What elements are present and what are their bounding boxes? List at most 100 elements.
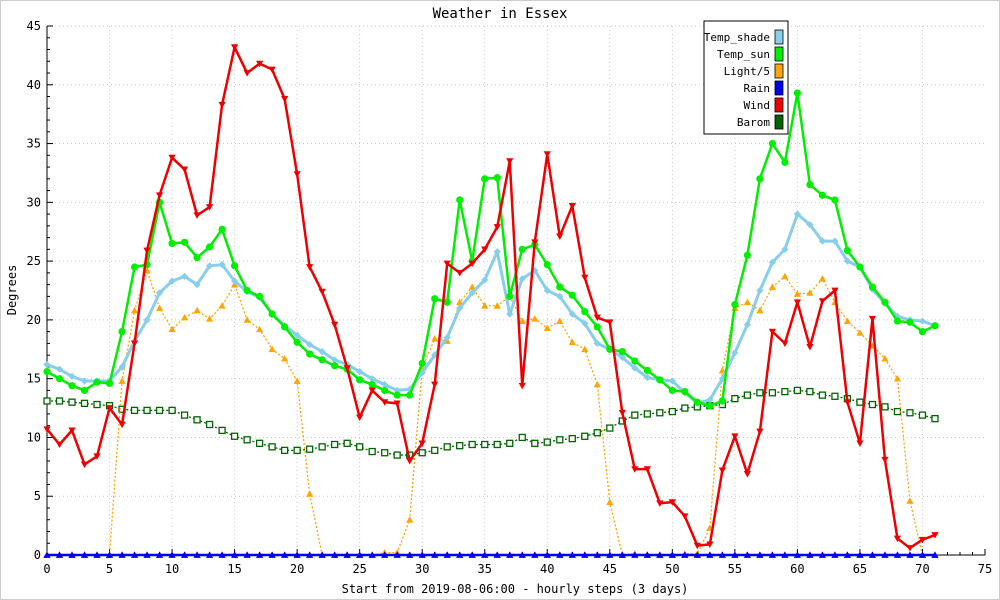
x-tick-label: 50 bbox=[665, 562, 679, 576]
data-point-temp-shade bbox=[581, 319, 589, 328]
data-point-wind bbox=[443, 260, 451, 268]
data-point-light-5 bbox=[256, 325, 264, 333]
data-point-temp-sun bbox=[218, 225, 226, 233]
data-point-temp-sun bbox=[105, 379, 114, 387]
data-point-temp-sun bbox=[118, 328, 126, 336]
data-point-barom bbox=[343, 439, 351, 447]
data-point-barom bbox=[531, 439, 539, 447]
data-point-rain bbox=[856, 551, 864, 558]
data-point-wind bbox=[393, 400, 401, 407]
data-point-temp-sun bbox=[293, 338, 301, 346]
data-point-temp-sun bbox=[243, 286, 251, 295]
data-point-rain bbox=[868, 551, 877, 558]
data-point-rain bbox=[55, 551, 64, 558]
data-point-temp-sun bbox=[443, 298, 451, 306]
data-point-barom bbox=[155, 406, 164, 415]
data-point-wind bbox=[568, 202, 576, 210]
data-point-wind bbox=[43, 426, 51, 433]
data-point-temp-shade bbox=[443, 333, 451, 342]
data-point-light-5 bbox=[180, 313, 189, 321]
data-point-rain bbox=[468, 551, 476, 558]
data-point-barom bbox=[906, 409, 914, 417]
data-point-rain bbox=[681, 551, 689, 558]
data-point-wind bbox=[130, 340, 139, 347]
data-point-wind bbox=[518, 382, 526, 390]
data-point-rain bbox=[93, 551, 101, 558]
data-point-temp-sun bbox=[906, 318, 914, 326]
data-point-temp-shade bbox=[756, 286, 764, 295]
data-point-light-5 bbox=[281, 355, 289, 362]
data-point-temp-sun bbox=[881, 298, 889, 306]
x-tick-label: 5 bbox=[106, 562, 113, 576]
data-point-temp-shade bbox=[406, 385, 414, 393]
data-point-temp-shade bbox=[456, 304, 464, 312]
data-point-barom bbox=[180, 411, 189, 419]
data-point-rain bbox=[281, 551, 289, 558]
data-point-rain bbox=[693, 551, 701, 558]
data-point-temp-sun bbox=[506, 292, 514, 300]
data-point-temp-shade bbox=[631, 364, 639, 372]
data-point-wind bbox=[80, 461, 89, 469]
data-point-temp-sun bbox=[843, 246, 852, 255]
data-point-wind bbox=[306, 264, 314, 271]
data-point-wind bbox=[268, 66, 276, 74]
data-point-temp-sun bbox=[631, 357, 639, 365]
data-point-wind bbox=[868, 315, 877, 323]
data-point-temp-shade bbox=[831, 237, 839, 245]
data-point-temp-sun bbox=[718, 397, 726, 405]
data-point-barom bbox=[668, 407, 676, 416]
data-point-temp-sun bbox=[193, 253, 201, 262]
data-point-temp-sun bbox=[393, 391, 401, 399]
data-point-barom bbox=[205, 420, 214, 429]
data-point-temp-shade bbox=[205, 262, 214, 270]
data-point-barom bbox=[893, 407, 902, 416]
data-point-wind bbox=[918, 536, 927, 544]
data-point-temp-sun bbox=[543, 261, 551, 269]
data-point-wind bbox=[231, 44, 239, 51]
data-point-wind bbox=[418, 440, 426, 447]
data-point-rain bbox=[155, 551, 164, 558]
legend-swatch-barom bbox=[774, 114, 784, 130]
y-axis-label: Degrees bbox=[5, 265, 19, 316]
data-point-barom bbox=[218, 426, 226, 435]
data-point-temp-sun bbox=[268, 310, 276, 318]
legend-swatch-temp-sun bbox=[774, 46, 784, 62]
data-point-temp-shade bbox=[768, 258, 776, 266]
data-point-rain bbox=[518, 551, 526, 558]
data-point-wind bbox=[431, 381, 439, 389]
data-point-temp-shade bbox=[481, 276, 489, 284]
y-tick-label: 25 bbox=[27, 254, 41, 268]
legend-label-temp-sun: Temp_sun bbox=[717, 48, 770, 61]
data-point-rain bbox=[343, 551, 351, 558]
data-point-barom bbox=[818, 391, 827, 399]
data-point-rain bbox=[706, 551, 714, 558]
data-point-temp-sun bbox=[306, 350, 314, 358]
data-point-rain bbox=[243, 551, 251, 558]
x-tick-label: 10 bbox=[165, 562, 179, 576]
data-point-temp-sun bbox=[481, 175, 489, 183]
chart-title: Weather in Essex bbox=[433, 6, 568, 22]
data-point-temp-sun bbox=[793, 89, 802, 97]
data-point-barom bbox=[93, 400, 101, 409]
data-point-temp-sun bbox=[781, 158, 789, 166]
data-point-wind bbox=[768, 328, 776, 336]
legend-swatch-temp-shade bbox=[774, 29, 784, 45]
data-point-light-5 bbox=[768, 283, 776, 290]
data-point-barom bbox=[368, 447, 376, 456]
data-point-rain bbox=[631, 551, 639, 558]
data-point-wind bbox=[643, 466, 651, 473]
data-point-temp-shade bbox=[531, 266, 539, 275]
data-point-wind bbox=[618, 409, 626, 417]
data-point-rain bbox=[506, 551, 514, 558]
data-point-rain bbox=[731, 551, 739, 558]
data-point-wind bbox=[168, 154, 176, 162]
data-point-wind bbox=[556, 233, 564, 241]
data-point-temp-shade bbox=[556, 292, 564, 300]
data-point-temp-sun bbox=[818, 191, 827, 199]
data-point-barom bbox=[443, 443, 451, 451]
data-point-rain bbox=[306, 551, 314, 558]
data-point-light-5 bbox=[606, 498, 614, 505]
x-tick-label: 45 bbox=[603, 562, 617, 576]
data-point-temp-shade bbox=[593, 339, 601, 347]
data-point-barom bbox=[681, 404, 689, 412]
